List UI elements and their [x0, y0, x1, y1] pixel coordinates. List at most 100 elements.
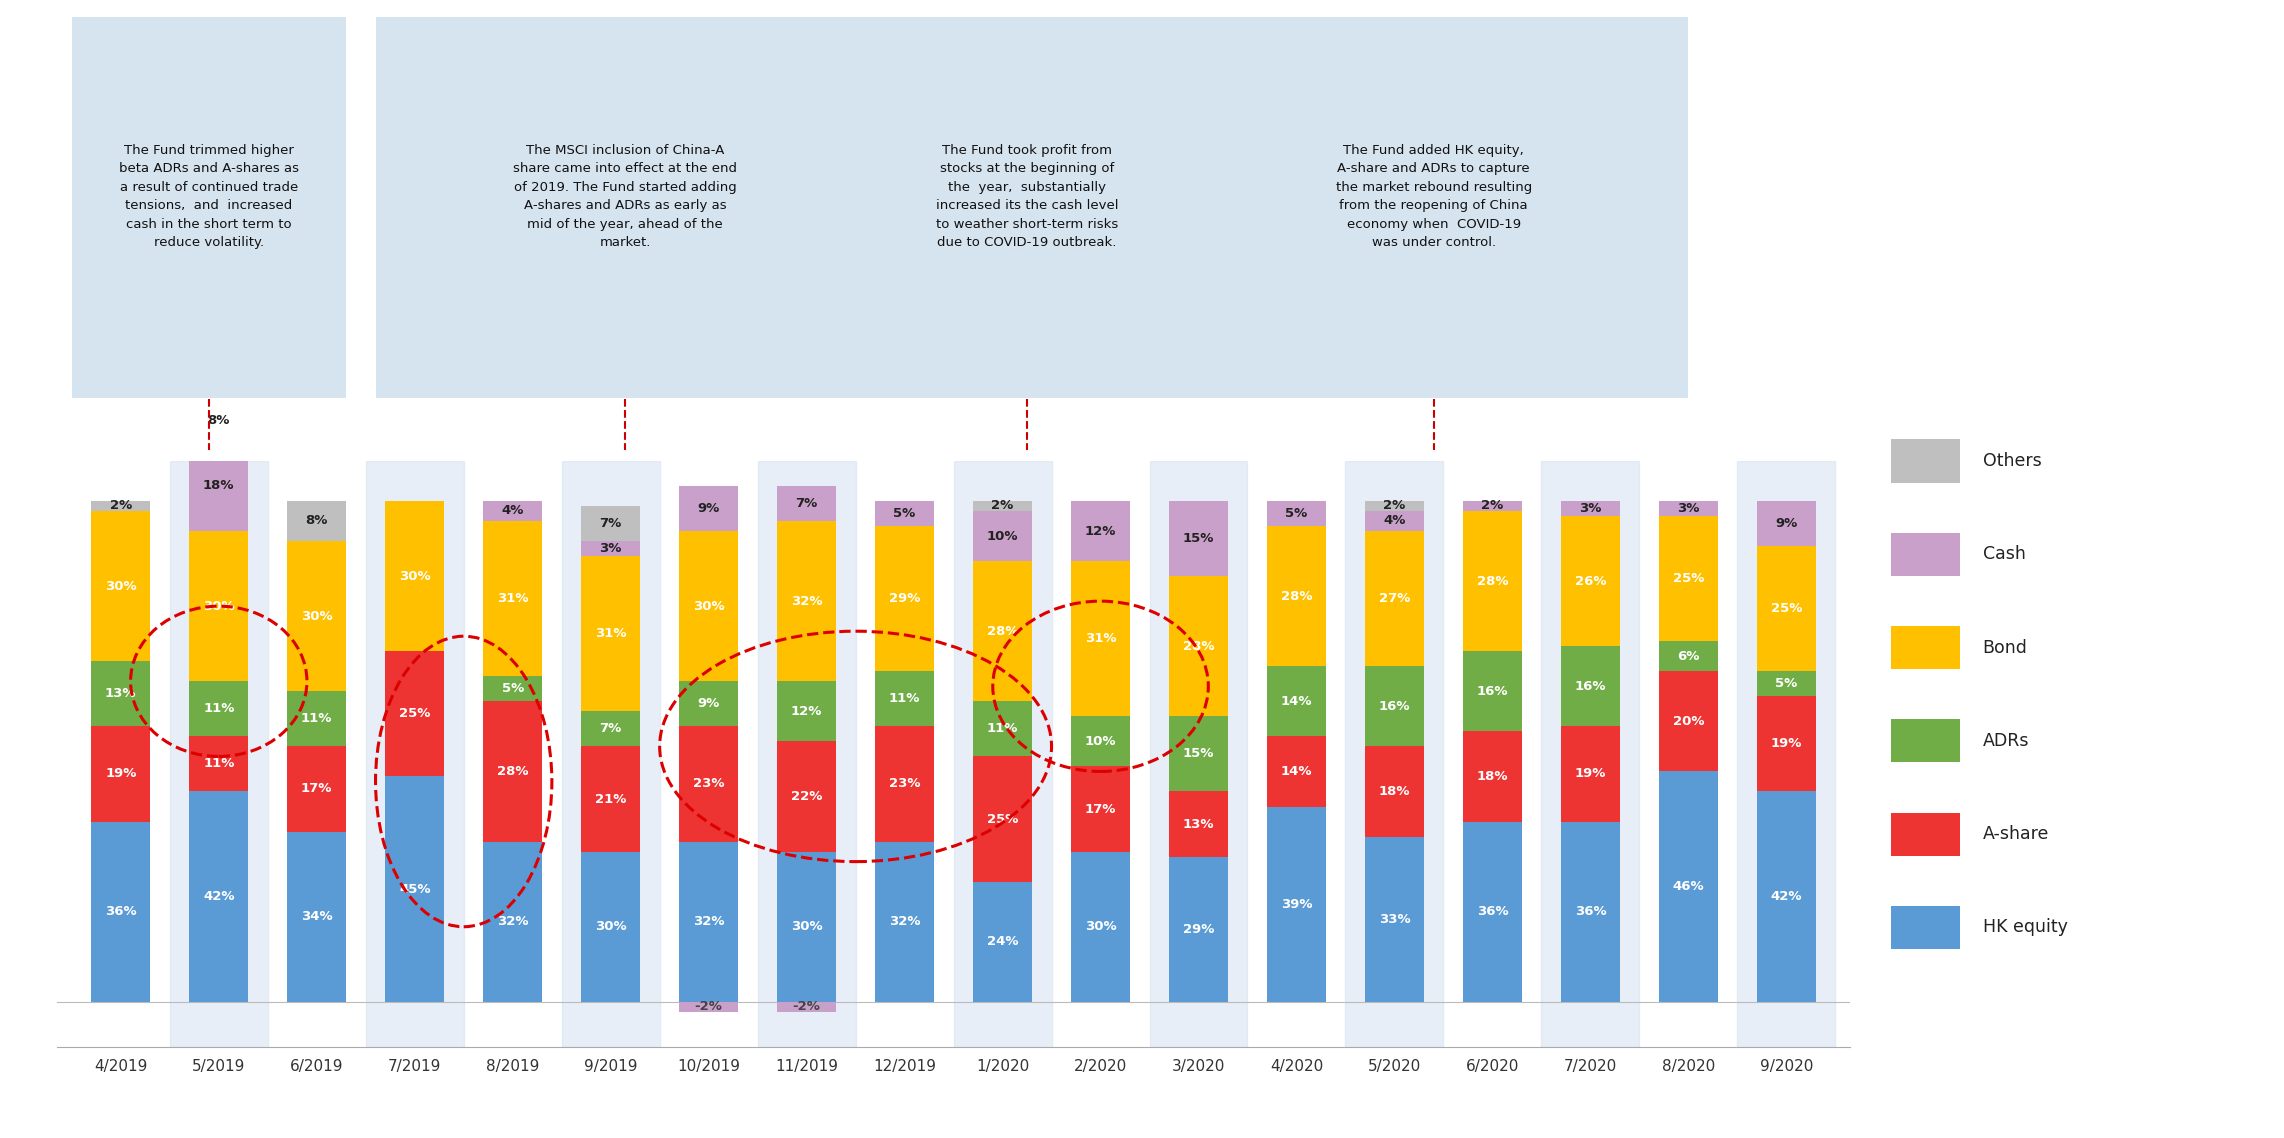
- Bar: [1366, 836, 1423, 1001]
- Text: 11%: 11%: [203, 702, 235, 716]
- Bar: [1071, 716, 1131, 767]
- Bar: [484, 676, 541, 701]
- Text: 29%: 29%: [888, 592, 920, 605]
- Text: 11%: 11%: [301, 712, 333, 725]
- Bar: [190, 531, 249, 682]
- Text: 39%: 39%: [1281, 898, 1313, 910]
- Bar: [288, 541, 347, 691]
- Bar: [1464, 511, 1521, 651]
- Bar: [875, 501, 934, 526]
- Text: 30%: 30%: [790, 921, 822, 933]
- Bar: [288, 832, 347, 1001]
- Bar: [1464, 822, 1521, 1001]
- Bar: [1756, 792, 1816, 1001]
- Text: 36%: 36%: [1478, 905, 1507, 918]
- Text: 15%: 15%: [1183, 533, 1215, 545]
- Text: 11%: 11%: [203, 758, 235, 770]
- Text: 10%: 10%: [1085, 735, 1117, 748]
- Bar: [1464, 732, 1521, 822]
- Bar: [875, 671, 934, 726]
- Bar: [580, 747, 640, 851]
- Bar: [777, 521, 836, 682]
- Text: 7%: 7%: [598, 517, 621, 530]
- Bar: [678, 682, 738, 726]
- Text: 42%: 42%: [203, 890, 235, 904]
- Bar: [973, 757, 1032, 882]
- Bar: [1268, 736, 1327, 807]
- Bar: [973, 882, 1032, 1001]
- Text: 6%: 6%: [1676, 650, 1699, 662]
- Bar: [1756, 501, 1816, 546]
- Text: 30%: 30%: [105, 579, 137, 593]
- Text: 19%: 19%: [1770, 737, 1802, 750]
- Bar: [973, 701, 1032, 757]
- Bar: [678, 1001, 738, 1012]
- Text: 12%: 12%: [790, 704, 822, 718]
- Text: 18%: 18%: [1478, 770, 1507, 783]
- Bar: [190, 682, 249, 736]
- Text: 7%: 7%: [795, 497, 818, 510]
- Bar: [1560, 516, 1619, 646]
- Bar: [1268, 666, 1327, 736]
- Bar: [678, 842, 738, 1001]
- Bar: [1560, 822, 1619, 1001]
- Bar: [190, 792, 249, 1001]
- Text: 19%: 19%: [1574, 767, 1606, 781]
- Text: 33%: 33%: [1380, 913, 1409, 925]
- Text: 36%: 36%: [1574, 905, 1606, 918]
- Text: 29%: 29%: [1183, 923, 1215, 935]
- Text: 5%: 5%: [502, 683, 523, 695]
- Bar: [91, 501, 151, 511]
- Bar: [678, 486, 738, 531]
- Text: 28%: 28%: [498, 765, 528, 778]
- Text: 28%: 28%: [1183, 640, 1215, 653]
- Bar: [678, 726, 738, 842]
- Text: 27%: 27%: [1380, 592, 1409, 605]
- Bar: [1464, 501, 1521, 511]
- Text: 16%: 16%: [1574, 679, 1606, 693]
- Text: 4%: 4%: [1384, 514, 1405, 528]
- Text: 30%: 30%: [1085, 921, 1117, 933]
- Text: 23%: 23%: [692, 777, 724, 791]
- Text: 5%: 5%: [1286, 508, 1309, 520]
- Bar: [1268, 807, 1327, 1001]
- Text: Cash: Cash: [1983, 545, 2026, 563]
- Bar: [288, 691, 347, 747]
- Text: 2%: 2%: [1384, 500, 1405, 512]
- Text: 12%: 12%: [1085, 525, 1117, 537]
- Bar: [1366, 666, 1423, 747]
- Text: 5%: 5%: [1775, 677, 1798, 691]
- Text: 11%: 11%: [888, 692, 920, 706]
- Text: 30%: 30%: [400, 570, 429, 583]
- Text: 17%: 17%: [301, 783, 333, 795]
- Bar: [190, 401, 249, 440]
- Text: 31%: 31%: [498, 592, 528, 605]
- Bar: [777, 741, 836, 851]
- Text: ADRs: ADRs: [1983, 732, 2028, 750]
- Text: Bond: Bond: [1983, 638, 2028, 657]
- Text: 9%: 9%: [1775, 517, 1798, 530]
- Bar: [1658, 641, 1718, 671]
- Text: 25%: 25%: [1672, 572, 1704, 585]
- Bar: [1366, 747, 1423, 836]
- Bar: [1268, 526, 1327, 666]
- Bar: [386, 651, 443, 776]
- Text: 16%: 16%: [1380, 700, 1409, 712]
- Bar: [973, 501, 1032, 511]
- Text: 11%: 11%: [987, 723, 1019, 735]
- Bar: [580, 711, 640, 747]
- Bar: [1268, 501, 1327, 526]
- Bar: [1169, 857, 1229, 1001]
- Text: 3%: 3%: [1578, 502, 1601, 516]
- Bar: [1464, 651, 1521, 732]
- Bar: [169, 461, 267, 1047]
- Text: 13%: 13%: [1183, 817, 1215, 831]
- Text: 32%: 32%: [498, 915, 528, 929]
- Text: 36%: 36%: [105, 905, 137, 918]
- Text: The Fund trimmed higher
beta ADRs and A-shares as
a result of continued trade
te: The Fund trimmed higher beta ADRs and A-…: [119, 143, 299, 249]
- Text: 3%: 3%: [1676, 502, 1699, 516]
- Text: 32%: 32%: [790, 595, 822, 608]
- Bar: [386, 776, 443, 1001]
- Text: 18%: 18%: [203, 479, 235, 493]
- Bar: [777, 851, 836, 1001]
